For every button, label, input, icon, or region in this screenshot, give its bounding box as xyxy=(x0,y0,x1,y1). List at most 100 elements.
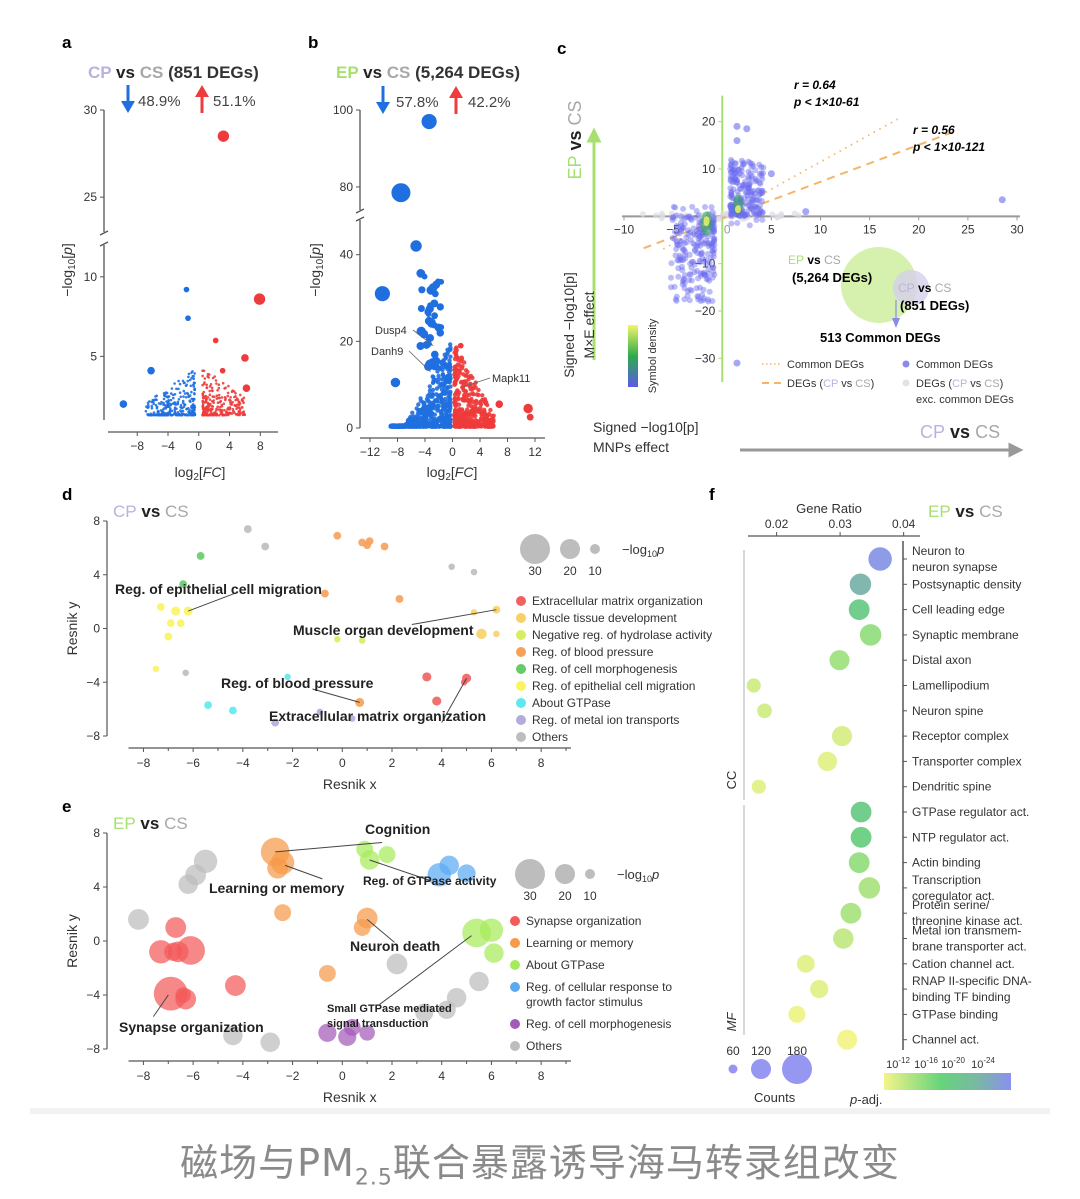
common-deg-point xyxy=(731,160,738,167)
common-deg-point xyxy=(672,204,679,211)
tick-label: 8 xyxy=(538,1069,545,1083)
term-point xyxy=(378,846,396,864)
up-gene-point xyxy=(459,366,465,371)
annotation-label: Reg. of blood pressure xyxy=(221,675,374,691)
down-gene-point xyxy=(177,387,180,391)
up-gene-point xyxy=(474,392,480,397)
legend-line-cp: DEGs (CP vs CS) xyxy=(787,378,874,390)
common-deg-point xyxy=(727,177,734,184)
common-deg-point xyxy=(738,164,745,171)
tick-label: 40 xyxy=(340,248,354,262)
common-deg-point xyxy=(680,224,687,231)
size-legend-title: −log10p xyxy=(617,867,659,884)
down-gene-point xyxy=(188,394,192,397)
common-deg-point xyxy=(735,166,742,173)
tick-label: 0 xyxy=(346,421,353,435)
annotation-label: Reg. of epithelial cell migration xyxy=(115,581,322,597)
common-deg-point xyxy=(687,271,694,278)
down-gene-point xyxy=(170,387,174,390)
common-deg-point xyxy=(673,297,680,304)
common-deg-point xyxy=(685,213,692,220)
common-deg-point xyxy=(696,234,703,241)
common-deg-point xyxy=(686,271,693,278)
up-gene-point xyxy=(204,409,208,412)
panel-letter-c: c xyxy=(557,39,566,58)
up-gene-point xyxy=(477,423,483,429)
common-deg-point xyxy=(706,241,713,248)
legend-label: Reg. of blood pressure xyxy=(532,645,654,659)
down-gene-point xyxy=(177,412,181,416)
up-gene-point xyxy=(205,386,209,389)
common-deg-point xyxy=(678,226,685,233)
annotation-label: Synapse organization xyxy=(119,1019,264,1035)
go-term-label: NTP regulator act. xyxy=(912,830,1009,844)
legend-label: Others xyxy=(532,730,568,744)
common-deg-point xyxy=(711,235,718,242)
legend-dot-cp-exc: exc. common DEGs xyxy=(916,394,1014,406)
common-deg-point xyxy=(702,204,708,210)
highlight-gene-point xyxy=(253,293,266,305)
down-gene-point xyxy=(443,380,448,386)
down-gene-point xyxy=(162,391,166,395)
common-deg-point xyxy=(727,169,734,176)
common-deg-point xyxy=(710,264,717,271)
caption-text-post: 联合暴露诱导海马转录组改变 xyxy=(392,1141,900,1185)
up-gene-point xyxy=(453,404,458,409)
common-deg-point xyxy=(706,288,713,295)
padj-legend-title: p-adj. xyxy=(849,1092,883,1107)
down-gene-point xyxy=(171,393,175,397)
common-deg-point xyxy=(680,247,687,253)
term-point xyxy=(176,936,205,965)
common-deg-point xyxy=(731,166,737,173)
common-deg-point xyxy=(677,228,684,234)
bottom-divider xyxy=(30,1108,1050,1114)
up-gene-point xyxy=(229,399,232,403)
common-deg-point xyxy=(748,200,755,206)
common-deg-point xyxy=(702,240,709,247)
common-deg-point xyxy=(728,164,735,171)
highlight-gene-point xyxy=(241,354,249,362)
down-gene-point xyxy=(187,413,190,417)
panel-c-ylabel-2: M×E effect xyxy=(581,291,597,358)
down-gene-point xyxy=(423,424,428,429)
go-term-point xyxy=(757,703,772,719)
up-gene-point xyxy=(216,389,219,392)
down-gene-point xyxy=(417,305,425,313)
down-gene-point xyxy=(157,402,161,405)
common-deg-point xyxy=(681,285,688,292)
common-deg-point xyxy=(705,296,711,303)
down-gene-point xyxy=(427,384,432,389)
common-deg-point xyxy=(690,225,697,232)
common-deg-point xyxy=(698,232,705,239)
down-gene-point xyxy=(172,396,175,400)
common-deg-point xyxy=(758,172,765,179)
up-gene-point xyxy=(491,413,496,418)
common-deg-point xyxy=(736,170,743,177)
common-deg-point xyxy=(708,242,715,249)
down-gene-point xyxy=(175,407,178,411)
up-gene-point xyxy=(208,398,212,401)
term-point xyxy=(261,542,270,551)
gene-label-leader xyxy=(412,329,434,346)
down-gene-point xyxy=(445,400,450,405)
up-gene-point xyxy=(471,392,476,397)
tick-label: 8 xyxy=(257,439,264,453)
common-deg-point xyxy=(728,188,735,195)
padj-legend-tick: 10-20 xyxy=(941,1056,965,1071)
common-deg-point xyxy=(710,236,717,243)
up-gene-point xyxy=(212,401,215,405)
common-deg-point xyxy=(745,189,752,196)
up-gene-point xyxy=(209,383,213,386)
common-deg-point xyxy=(745,202,752,209)
down-gene-point xyxy=(432,280,441,289)
common-deg-point xyxy=(692,232,698,239)
down-gene-point xyxy=(184,413,188,416)
panel-c-ylabel: Signed −log10[p] xyxy=(561,272,577,377)
common-deg-point xyxy=(705,266,712,273)
go-term-point xyxy=(746,678,761,693)
up-gene-point xyxy=(474,401,479,406)
down-gene-point xyxy=(434,386,440,391)
down-gene-point xyxy=(433,424,438,429)
down-gene-point xyxy=(151,398,155,402)
common-deg-point xyxy=(741,211,748,218)
